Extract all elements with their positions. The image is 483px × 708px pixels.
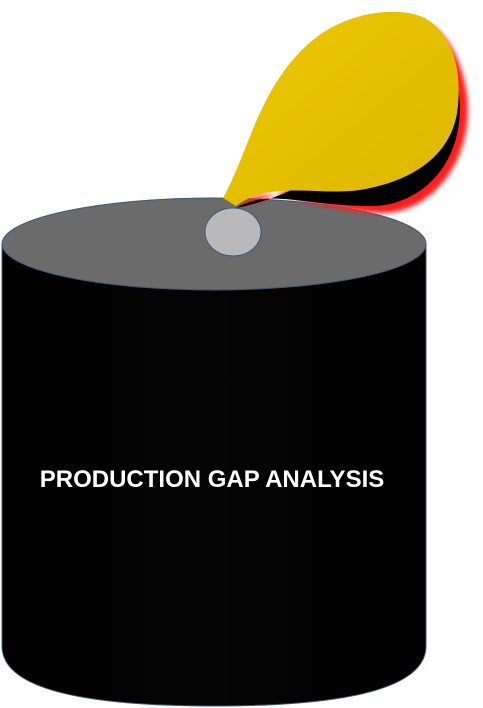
barrel-label: PRODUCTION GAP ANALYSIS (40, 466, 385, 493)
barrel-body (1, 243, 427, 707)
drop-body (223, 11, 459, 207)
barrel-spout (204, 207, 262, 257)
oil-barrel-icon (1, 197, 427, 707)
oil-drop-icon (223, 11, 468, 214)
